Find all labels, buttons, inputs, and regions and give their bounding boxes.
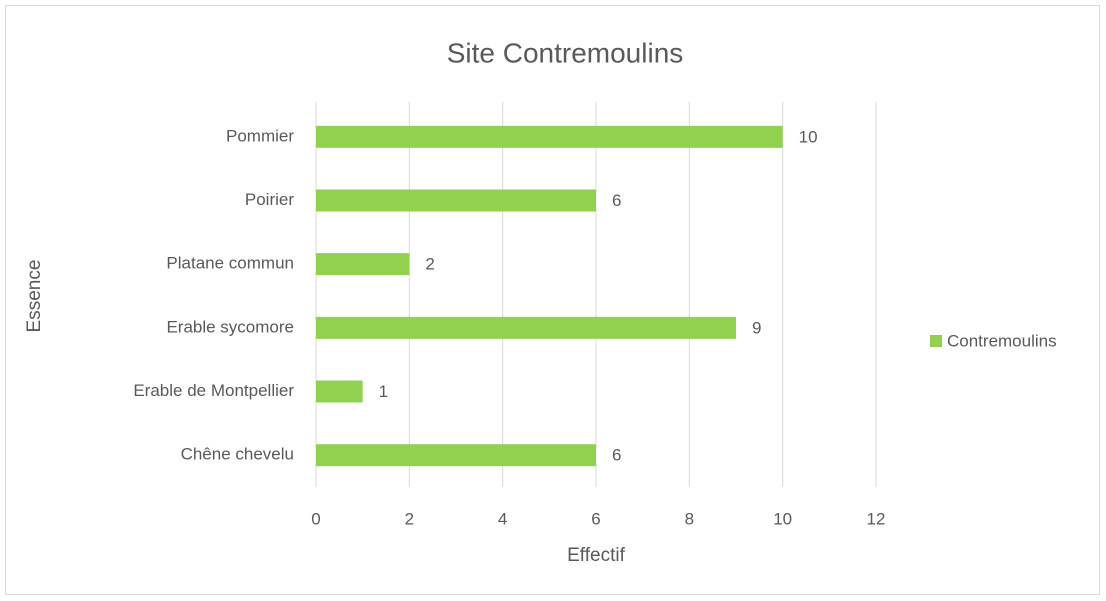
data-label: 6	[612, 191, 621, 210]
bar	[316, 189, 596, 212]
legend-swatch	[930, 335, 942, 347]
x-axis-label: Effectif	[567, 545, 625, 566]
y-tick-label: Erable de Montpellier	[133, 381, 294, 400]
bar	[316, 444, 596, 467]
data-label: 6	[612, 446, 621, 465]
x-tick-label: 4	[498, 509, 507, 528]
data-label: 1	[379, 382, 388, 401]
bar	[316, 380, 363, 403]
bar	[316, 125, 783, 148]
x-tick-label: 10	[773, 509, 792, 528]
chart-frame	[5, 5, 1100, 595]
chart-title: Site Contremoulins	[447, 37, 684, 68]
y-axis-label: Essence	[24, 260, 45, 333]
bar	[316, 316, 736, 339]
data-label: 10	[799, 127, 818, 146]
x-tick-label: 2	[405, 509, 414, 528]
x-tick-label: 0	[311, 509, 320, 528]
data-label: 2	[425, 255, 434, 274]
y-tick-label: Pommier	[226, 126, 294, 145]
y-tick-label: Poirier	[245, 190, 294, 209]
x-tick-label: 6	[591, 509, 600, 528]
x-tick-label: 8	[685, 509, 694, 528]
data-label: 9	[752, 318, 761, 337]
x-tick-label: 12	[867, 509, 886, 528]
y-tick-label: Platane commun	[166, 254, 294, 273]
y-tick-label: Erable sycomore	[166, 317, 294, 336]
y-tick-label: Chêne chevelu	[181, 445, 294, 464]
legend-label: Contremoulins	[947, 331, 1057, 350]
bar	[316, 253, 410, 276]
